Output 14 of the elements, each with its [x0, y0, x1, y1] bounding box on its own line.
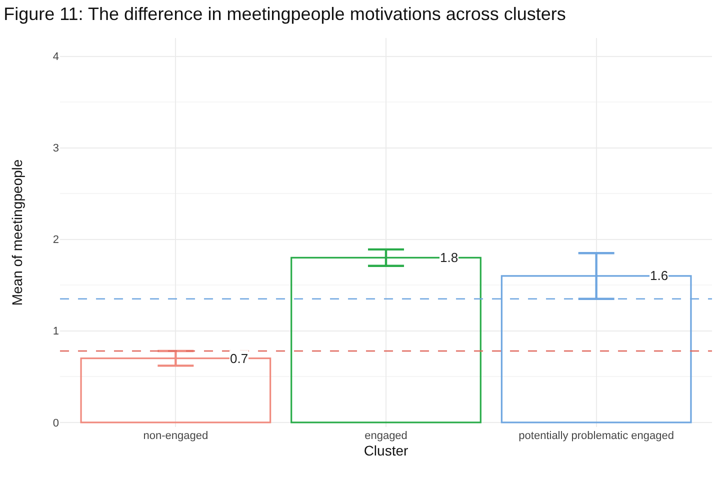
y-tick-label: 1 [52, 326, 59, 338]
x-tick-label: potentially problematic engaged [518, 430, 674, 442]
chart-title: Figure 11: The difference in meetingpeople motivations across clusters [4, 4, 566, 24]
data-label: 1.6 [650, 268, 668, 283]
data-label: 1.8 [440, 250, 458, 265]
data-label: 0.7 [230, 351, 248, 366]
y-tick-label: 3 [52, 142, 59, 155]
x-tick-label: non-engaged [143, 430, 208, 442]
y-tick-label: 0 [52, 417, 59, 430]
x-tick-label: engaged [364, 430, 408, 442]
y-tick-label: 2 [52, 234, 59, 246]
y-tick-label: 4 [52, 51, 59, 64]
x-axis-title: Cluster [364, 442, 409, 458]
y-axis-title: Mean of meetingpeople [9, 159, 25, 306]
